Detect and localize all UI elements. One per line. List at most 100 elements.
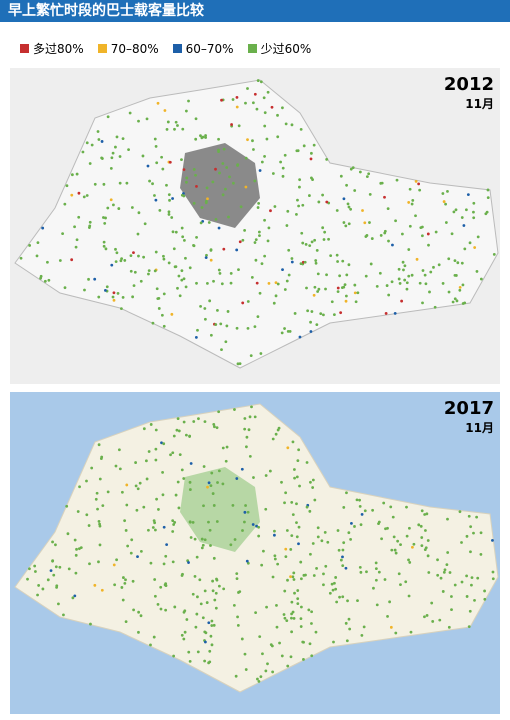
bus-stop-dot xyxy=(194,137,198,141)
bus-stop-dot xyxy=(143,222,147,226)
bus-stop-dot xyxy=(196,650,200,654)
bus-stop-dot xyxy=(407,201,411,204)
bus-stop-dot xyxy=(146,164,150,168)
bus-stop-dot xyxy=(236,615,239,619)
bus-stop-dot xyxy=(171,451,175,455)
bus-stop-dot xyxy=(399,583,402,587)
bus-stop-dot xyxy=(241,238,245,242)
bus-stop-dot xyxy=(302,658,305,661)
bus-stop-dot xyxy=(433,305,437,309)
bus-stop-dot xyxy=(281,174,285,178)
bus-stop-dot xyxy=(195,281,198,285)
bus-stop-dot xyxy=(347,222,351,226)
bus-stop-dot xyxy=(184,433,188,437)
bus-stop-dot xyxy=(183,609,187,613)
bus-stop-dot xyxy=(203,307,207,310)
bus-stop-dot xyxy=(469,550,472,554)
bus-stop-dot xyxy=(310,310,314,313)
bus-stop-dot xyxy=(182,420,186,424)
bus-stop-dot xyxy=(342,221,346,224)
bus-stop-dot xyxy=(254,238,258,242)
bus-stop-dot xyxy=(403,264,407,268)
bus-stop-dot xyxy=(329,254,333,257)
bus-stop-dot xyxy=(258,635,262,639)
bus-stop-dot xyxy=(409,630,413,634)
bus-stop-dot xyxy=(266,239,270,243)
bus-stop-dot xyxy=(204,136,208,139)
bus-stop-dot xyxy=(347,205,351,209)
bus-stop-dot xyxy=(212,422,216,426)
bus-stop-dot xyxy=(394,631,398,635)
bus-stop-dot xyxy=(370,237,374,240)
bus-stop-dot xyxy=(423,273,427,277)
bus-stop-dot xyxy=(309,157,313,161)
bus-stop-dot xyxy=(404,580,408,584)
bus-stop-dot xyxy=(372,586,375,590)
bus-stop-dot xyxy=(446,517,449,521)
bus-stop-dot xyxy=(237,124,241,128)
bus-stop-dot xyxy=(411,199,415,202)
bus-stop-dot xyxy=(162,442,166,446)
legend-label: 70–80% xyxy=(110,41,159,56)
bus-stop-dot xyxy=(204,201,208,205)
bus-stop-dot xyxy=(104,288,107,292)
bus-stop-dot xyxy=(205,253,208,257)
bus-stop-dot xyxy=(244,185,248,189)
bus-stop-dot xyxy=(403,278,407,282)
bus-stop-dot xyxy=(78,485,81,489)
bus-stop-dot xyxy=(292,578,296,581)
bus-stop-dot xyxy=(207,221,211,224)
bus-stop-dot xyxy=(193,537,197,541)
legend-swatch xyxy=(247,44,257,53)
bus-stop-dot xyxy=(297,204,301,208)
bus-stop-dot xyxy=(185,618,189,621)
bus-stop-dot xyxy=(339,311,343,315)
bus-stop-dot xyxy=(208,649,212,653)
bus-stop-dot xyxy=(234,674,238,678)
bus-stop-dot xyxy=(85,513,89,517)
bus-stop-dot xyxy=(215,426,219,430)
bus-stop-dot xyxy=(280,654,284,658)
bus-stop-dot xyxy=(109,166,113,170)
bus-stop-dot xyxy=(162,324,166,328)
bus-stop-dot xyxy=(246,561,250,565)
bus-stop-dot xyxy=(287,248,291,252)
bus-stop-dot xyxy=(358,170,362,174)
bus-stop-dot xyxy=(215,520,219,523)
bus-stop-dot xyxy=(192,201,196,205)
bus-stop-dot xyxy=(217,150,220,153)
bus-stop-dot xyxy=(485,210,489,214)
bus-stop-dot xyxy=(200,206,204,209)
bus-stop-dot xyxy=(65,504,69,508)
bus-stop-dot xyxy=(161,493,165,497)
bus-stop-dot xyxy=(217,469,221,473)
bus-stop-dot xyxy=(486,196,490,200)
bus-stop-dot xyxy=(123,581,127,585)
bus-stop-dot xyxy=(209,258,213,262)
bus-stop-dot xyxy=(199,221,203,225)
bus-stop-dot xyxy=(310,622,313,625)
bus-stop-dot xyxy=(203,589,207,593)
bus-stop-dot xyxy=(421,301,424,305)
bus-stop-dot xyxy=(172,247,176,251)
bus-stop-dot xyxy=(165,183,168,187)
bus-stop-dot xyxy=(154,428,158,432)
bus-stop-dot xyxy=(472,531,475,535)
legend-swatch xyxy=(172,44,182,53)
bus-stop-dot xyxy=(304,242,308,246)
bus-stop-dot xyxy=(427,243,430,247)
bus-stop-dot xyxy=(258,169,262,172)
bus-stop-dot xyxy=(121,598,125,602)
bus-stop-dot xyxy=(295,212,298,216)
bus-stop-dot xyxy=(402,268,405,272)
bus-stop-dot xyxy=(393,311,397,315)
bus-stop-dot xyxy=(436,573,440,577)
bus-stop-dot xyxy=(291,513,295,517)
bus-stop-dot xyxy=(418,281,422,285)
bus-stop-dot xyxy=(88,162,92,165)
bus-stop-dot xyxy=(88,562,91,566)
bus-stop-dot xyxy=(182,168,186,172)
bus-stop-dot xyxy=(400,299,404,303)
bus-stop-dot xyxy=(445,563,449,566)
bus-stop-dot xyxy=(476,235,480,239)
